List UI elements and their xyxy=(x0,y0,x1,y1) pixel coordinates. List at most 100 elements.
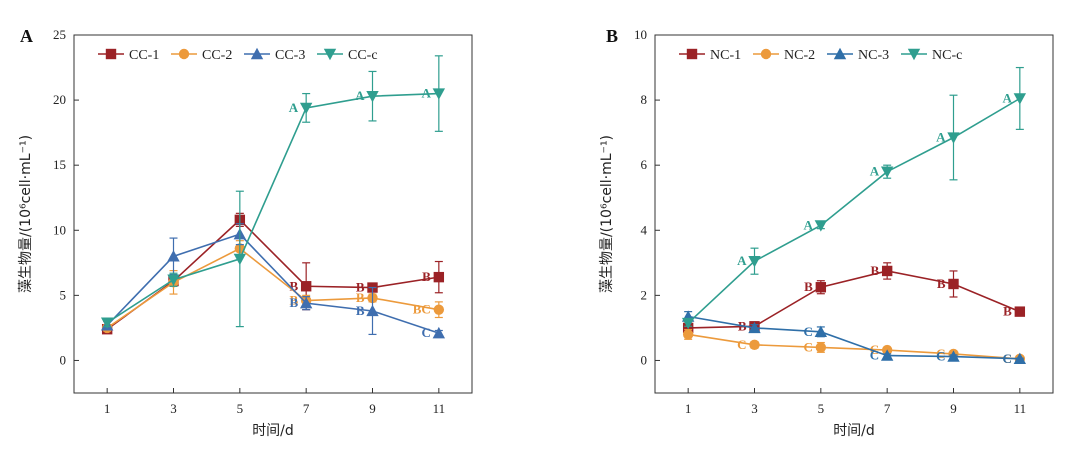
legend-entry-cc-3: CC-3 xyxy=(244,47,305,63)
plot-frame xyxy=(654,34,1054,394)
x-tick-label: 9 xyxy=(950,401,957,416)
x-tick-label: 11 xyxy=(1014,401,1027,416)
data-point-legend xyxy=(250,47,264,60)
series-line xyxy=(106,92,439,324)
significance-label: A xyxy=(421,86,431,101)
x-tick-label: 7 xyxy=(303,401,310,416)
series-cc-c: AA A xyxy=(100,55,446,329)
data-point-legend xyxy=(760,48,772,60)
data-point-legend xyxy=(178,48,190,60)
significance-label: C xyxy=(936,346,945,361)
significance-label: B xyxy=(1003,304,1012,319)
significance-label: A xyxy=(355,88,365,103)
significance-label: B xyxy=(422,269,431,284)
series-cc-3: BBC xyxy=(100,223,446,340)
significance-label: A xyxy=(803,217,813,232)
data-point-3 xyxy=(299,102,313,115)
significance-label: B xyxy=(289,293,298,308)
significance-label: C xyxy=(1002,351,1011,366)
y-axis-title: 藻生物量/(10⁶cell·mL⁻¹) xyxy=(18,135,34,293)
data-point-5 xyxy=(432,88,446,100)
legend-entry-nc-3: NC-3 xyxy=(827,47,889,63)
panel-a: A 0 5 10 15 20 25 1 3 5 7 9 11 时间/d 藻生物量/(10⁶cell·mL⁻¹… xyxy=(18,26,473,439)
data-point-5 xyxy=(432,326,446,339)
significance-label: C xyxy=(803,324,812,339)
legend-label: CC-3 xyxy=(275,48,305,63)
significance-label: C xyxy=(870,342,879,357)
x-tick-label: 1 xyxy=(104,401,111,416)
data-point-2 xyxy=(815,282,827,293)
y-tick-label: 10 xyxy=(53,222,66,237)
series-line xyxy=(688,333,1020,360)
data-point-2 xyxy=(814,220,828,232)
data-point-legend xyxy=(907,48,921,61)
series-line xyxy=(106,233,440,334)
y-tick-label: 0 xyxy=(641,352,648,367)
y-tick-label: 6 xyxy=(641,157,648,172)
significance-label: C xyxy=(936,349,945,364)
data-point-1 xyxy=(748,255,761,268)
data-point-2 xyxy=(233,253,247,266)
data-point-legend xyxy=(686,48,698,60)
data-point-legend xyxy=(105,48,117,60)
data-point-4 xyxy=(948,278,959,290)
data-point-1 xyxy=(167,250,180,262)
data-point-1 xyxy=(167,274,180,286)
significance-label: B xyxy=(804,279,813,294)
x-tick-label: 1 xyxy=(685,401,692,416)
legend-entry-cc-2: CC-2 xyxy=(171,48,232,63)
data-point-4 xyxy=(366,90,379,103)
significance-label: B xyxy=(937,276,946,291)
y-tick-label: 25 xyxy=(53,27,66,42)
data-point-4 xyxy=(947,132,960,144)
x-tick-label: 3 xyxy=(170,401,177,416)
legend-label: NC-2 xyxy=(784,48,815,63)
x-tick-label: 5 xyxy=(818,401,825,416)
x-tick-label: 11 xyxy=(433,401,446,416)
legend-label: CC-c xyxy=(348,48,378,63)
data-point-5 xyxy=(1014,306,1026,317)
x-tick-label: 3 xyxy=(751,401,758,416)
y-tick-label: 2 xyxy=(641,287,648,302)
data-point-3 xyxy=(880,166,894,178)
significance-label: B xyxy=(356,280,365,295)
y-tick-label: 5 xyxy=(60,287,67,302)
data-point-1 xyxy=(749,339,760,351)
plot-frame xyxy=(73,34,473,394)
legend-label: CC-1 xyxy=(129,48,159,63)
x-tick-label: 5 xyxy=(237,401,244,416)
significance-label: B xyxy=(356,303,365,318)
data-point-3 xyxy=(300,281,312,292)
data-point-5 xyxy=(1013,93,1027,105)
y-tick-label: 15 xyxy=(53,157,66,172)
data-point-3 xyxy=(881,265,893,277)
y-tick-label: 4 xyxy=(641,222,648,237)
y-tick-label: 0 xyxy=(60,352,67,367)
legend-entry-nc-1: NC-1 xyxy=(679,48,741,63)
panel-b: B 0 2 4 6 8 10 1 3 5 7 9 11 时间/d 藻生物量/(10⁶cell·mL⁻¹) B B… xyxy=(599,26,1054,439)
y-tick-label: 8 xyxy=(641,92,648,107)
data-point-4 xyxy=(366,304,379,317)
significance-label: A xyxy=(289,100,299,115)
legend-entry-nc-c: NC-c xyxy=(901,48,962,63)
data-point-3 xyxy=(880,349,894,361)
significance-label: C xyxy=(737,337,746,352)
series-line xyxy=(106,247,439,329)
series-line xyxy=(687,97,1021,324)
data-point-0 xyxy=(682,329,694,340)
data-point-2 xyxy=(815,342,827,353)
significance-label: C xyxy=(803,339,812,354)
series-line xyxy=(688,315,1020,360)
legend-entry-nc-2: NC-2 xyxy=(753,48,815,63)
data-point-5 xyxy=(433,271,445,283)
data-point-0 xyxy=(681,317,695,330)
data-point-5 xyxy=(433,304,445,315)
panel-letter: B xyxy=(606,26,618,46)
data-point-legend xyxy=(323,48,337,61)
data-point-legend xyxy=(833,47,847,60)
data-point-5 xyxy=(1013,352,1027,365)
legend-label: NC-c xyxy=(932,48,962,63)
